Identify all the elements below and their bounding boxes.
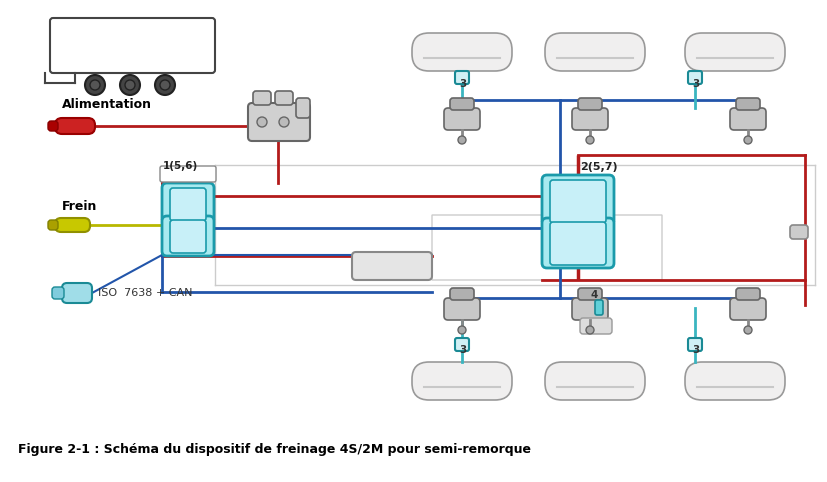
FancyBboxPatch shape (443, 298, 480, 320)
FancyBboxPatch shape (449, 98, 473, 110)
Circle shape (279, 117, 289, 127)
FancyBboxPatch shape (253, 91, 270, 105)
FancyBboxPatch shape (571, 298, 607, 320)
FancyBboxPatch shape (577, 98, 601, 110)
FancyBboxPatch shape (455, 71, 468, 84)
Circle shape (586, 326, 593, 334)
Circle shape (85, 75, 105, 95)
Text: ISO  7638 + CAN: ISO 7638 + CAN (98, 288, 192, 298)
FancyBboxPatch shape (52, 287, 64, 299)
FancyBboxPatch shape (248, 103, 309, 141)
FancyBboxPatch shape (162, 183, 213, 223)
Text: 3: 3 (691, 79, 699, 89)
FancyBboxPatch shape (735, 98, 759, 110)
FancyBboxPatch shape (449, 288, 473, 300)
Text: 4: 4 (590, 290, 598, 300)
FancyBboxPatch shape (48, 220, 58, 230)
FancyBboxPatch shape (544, 362, 644, 400)
Text: Alimentation: Alimentation (62, 98, 152, 111)
Circle shape (457, 136, 466, 144)
Text: 1(5,6): 1(5,6) (163, 161, 198, 171)
FancyBboxPatch shape (275, 91, 293, 105)
FancyBboxPatch shape (351, 252, 432, 280)
Circle shape (743, 136, 751, 144)
Text: 2(5,7): 2(5,7) (579, 162, 617, 172)
FancyBboxPatch shape (549, 180, 605, 223)
FancyBboxPatch shape (55, 218, 90, 232)
FancyBboxPatch shape (48, 121, 58, 131)
Circle shape (256, 117, 266, 127)
FancyBboxPatch shape (170, 188, 206, 221)
FancyBboxPatch shape (729, 298, 765, 320)
FancyBboxPatch shape (595, 300, 602, 315)
FancyBboxPatch shape (571, 108, 607, 130)
FancyBboxPatch shape (295, 98, 309, 118)
FancyBboxPatch shape (455, 338, 468, 351)
FancyBboxPatch shape (412, 362, 511, 400)
FancyBboxPatch shape (789, 225, 807, 239)
Circle shape (743, 326, 751, 334)
FancyBboxPatch shape (542, 218, 614, 268)
FancyBboxPatch shape (735, 288, 759, 300)
Circle shape (586, 136, 593, 144)
Circle shape (457, 326, 466, 334)
FancyBboxPatch shape (684, 362, 784, 400)
FancyBboxPatch shape (412, 33, 511, 71)
Circle shape (120, 75, 140, 95)
Circle shape (160, 80, 170, 90)
FancyBboxPatch shape (687, 71, 701, 84)
FancyBboxPatch shape (162, 216, 213, 256)
Circle shape (155, 75, 174, 95)
FancyBboxPatch shape (443, 108, 480, 130)
FancyBboxPatch shape (542, 175, 614, 225)
FancyBboxPatch shape (684, 33, 784, 71)
FancyBboxPatch shape (687, 338, 701, 351)
Text: 3: 3 (458, 345, 466, 355)
FancyBboxPatch shape (544, 33, 644, 71)
Circle shape (125, 80, 135, 90)
Text: Figure 2-1 : Schéma du dispositif de freinage 4S/2M pour semi-remorque: Figure 2-1 : Schéma du dispositif de fre… (18, 443, 530, 456)
FancyBboxPatch shape (62, 283, 92, 303)
FancyBboxPatch shape (577, 288, 601, 300)
Text: 3: 3 (691, 345, 699, 355)
Text: Frein: Frein (62, 200, 98, 213)
FancyBboxPatch shape (729, 108, 765, 130)
FancyBboxPatch shape (549, 222, 605, 265)
Circle shape (90, 80, 100, 90)
FancyBboxPatch shape (160, 166, 216, 182)
FancyBboxPatch shape (170, 220, 206, 253)
FancyBboxPatch shape (579, 318, 611, 334)
FancyBboxPatch shape (50, 18, 215, 73)
Text: 3: 3 (458, 79, 466, 89)
FancyBboxPatch shape (55, 118, 95, 134)
